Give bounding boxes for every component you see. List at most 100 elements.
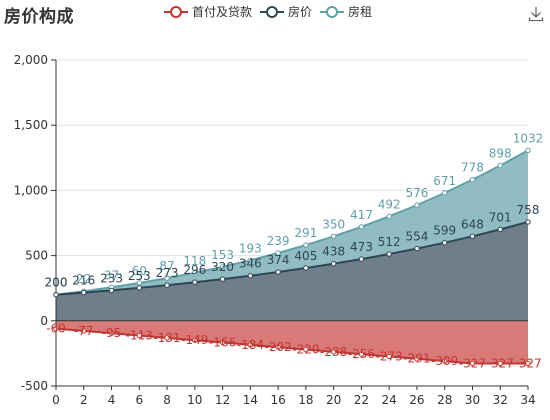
data-point[interactable] (414, 356, 420, 362)
data-point[interactable] (81, 328, 87, 334)
legend-marker-loan-icon (164, 5, 188, 18)
data-point[interactable] (303, 265, 309, 271)
data-point[interactable] (275, 344, 281, 350)
data-point[interactable] (164, 282, 170, 288)
data-point[interactable] (303, 346, 309, 353)
x-tick-label: 14 (243, 393, 258, 407)
data-point[interactable] (442, 239, 448, 246)
data-point[interactable] (81, 289, 87, 296)
data-label: -184 (237, 338, 264, 352)
data-point[interactable] (414, 245, 420, 252)
data-label: 60 (132, 264, 147, 278)
data-point[interactable] (275, 269, 281, 275)
data-point[interactable] (108, 330, 115, 336)
data-point[interactable] (469, 360, 476, 367)
data-point[interactable] (442, 190, 448, 196)
data-label: -131 (153, 331, 180, 345)
data-point[interactable] (525, 360, 531, 367)
data-point[interactable] (358, 351, 365, 357)
data-point[interactable] (136, 285, 142, 291)
data-point[interactable] (497, 360, 503, 367)
data-label: 405 (294, 249, 317, 263)
series-line (55, 327, 528, 365)
x-tick-label: 12 (215, 393, 230, 407)
data-label: -291 (403, 352, 430, 366)
data-point[interactable] (386, 213, 392, 220)
data-point[interactable] (330, 349, 337, 355)
x-tick-label: 20 (326, 393, 341, 407)
data-point[interactable] (303, 242, 309, 248)
data-point[interactable] (219, 276, 226, 282)
chart-title: 房价构成 (4, 7, 74, 27)
data-point[interactable] (414, 202, 420, 208)
x-tick-label: 8 (163, 393, 171, 407)
data-point[interactable] (442, 358, 448, 364)
data-point[interactable] (219, 264, 226, 270)
area-rent (56, 150, 528, 295)
data-point[interactable] (469, 177, 476, 183)
legend-item-rent[interactable]: 房租 (320, 3, 372, 20)
data-label: -273 (376, 349, 403, 363)
data-label: 87 (159, 259, 174, 273)
legend-item-price[interactable]: 房价 (260, 3, 312, 20)
x-tick-label: 32 (493, 393, 508, 407)
data-label: -60 (46, 322, 66, 336)
x-tick-label: 22 (354, 393, 369, 407)
data-label: -202 (265, 340, 292, 354)
data-label: -95 (102, 326, 122, 340)
data-point[interactable] (247, 257, 254, 263)
y-tick-label: -500 (21, 379, 48, 393)
data-point[interactable] (386, 353, 392, 360)
data-point[interactable] (192, 270, 198, 276)
data-point[interactable] (497, 226, 503, 233)
data-point[interactable] (192, 279, 198, 285)
data-point[interactable] (247, 272, 254, 279)
data-label: 193 (239, 241, 262, 255)
x-tick-label: 6 (135, 393, 143, 407)
data-point[interactable] (164, 335, 170, 341)
x-tick-label: 26 (409, 393, 424, 407)
data-label: 1032 (513, 131, 544, 145)
data-point[interactable] (386, 251, 392, 257)
data-label: 512 (378, 235, 401, 249)
data-point[interactable] (164, 275, 170, 281)
data-point[interactable] (219, 339, 226, 346)
y-tick-label: 500 (25, 249, 48, 263)
data-point[interactable] (358, 224, 365, 230)
data-point[interactable] (330, 233, 337, 240)
data-label: 350 (322, 217, 345, 231)
y-tick-label: 2,000 (14, 53, 48, 67)
data-point[interactable] (108, 287, 115, 294)
download-icon[interactable] (528, 6, 544, 22)
data-label: 374 (267, 253, 290, 267)
series-line (55, 220, 529, 296)
data-point[interactable] (497, 162, 503, 169)
data-point[interactable] (330, 260, 337, 267)
legend-item-loan[interactable]: 首付及贷款 (164, 3, 252, 20)
legend-marker-price-icon (260, 5, 285, 18)
data-label: 291 (294, 226, 317, 240)
x-tick-label: 4 (108, 393, 116, 407)
data-point[interactable] (192, 337, 198, 343)
x-tick-label: 0 (52, 393, 60, 407)
y-tick-label: 1,000 (14, 183, 48, 197)
data-point[interactable] (136, 332, 142, 339)
series-line (55, 149, 529, 296)
data-label: 296 (183, 263, 206, 277)
legend-label-price: 房价 (288, 5, 313, 19)
data-label: 758 (517, 203, 540, 217)
data-point[interactable] (247, 342, 254, 348)
data-label: 473 (350, 240, 373, 254)
data-point[interactable] (525, 147, 531, 154)
data-point[interactable] (358, 256, 365, 262)
data-label: 576 (405, 186, 428, 200)
area-price (56, 221, 528, 321)
data-label: -113 (126, 329, 153, 343)
data-point[interactable] (469, 233, 476, 240)
data-point[interactable] (53, 292, 59, 298)
data-label: 37 (104, 268, 119, 282)
data-point[interactable] (275, 250, 281, 256)
data-point[interactable] (525, 219, 531, 225)
data-point[interactable] (53, 325, 59, 332)
